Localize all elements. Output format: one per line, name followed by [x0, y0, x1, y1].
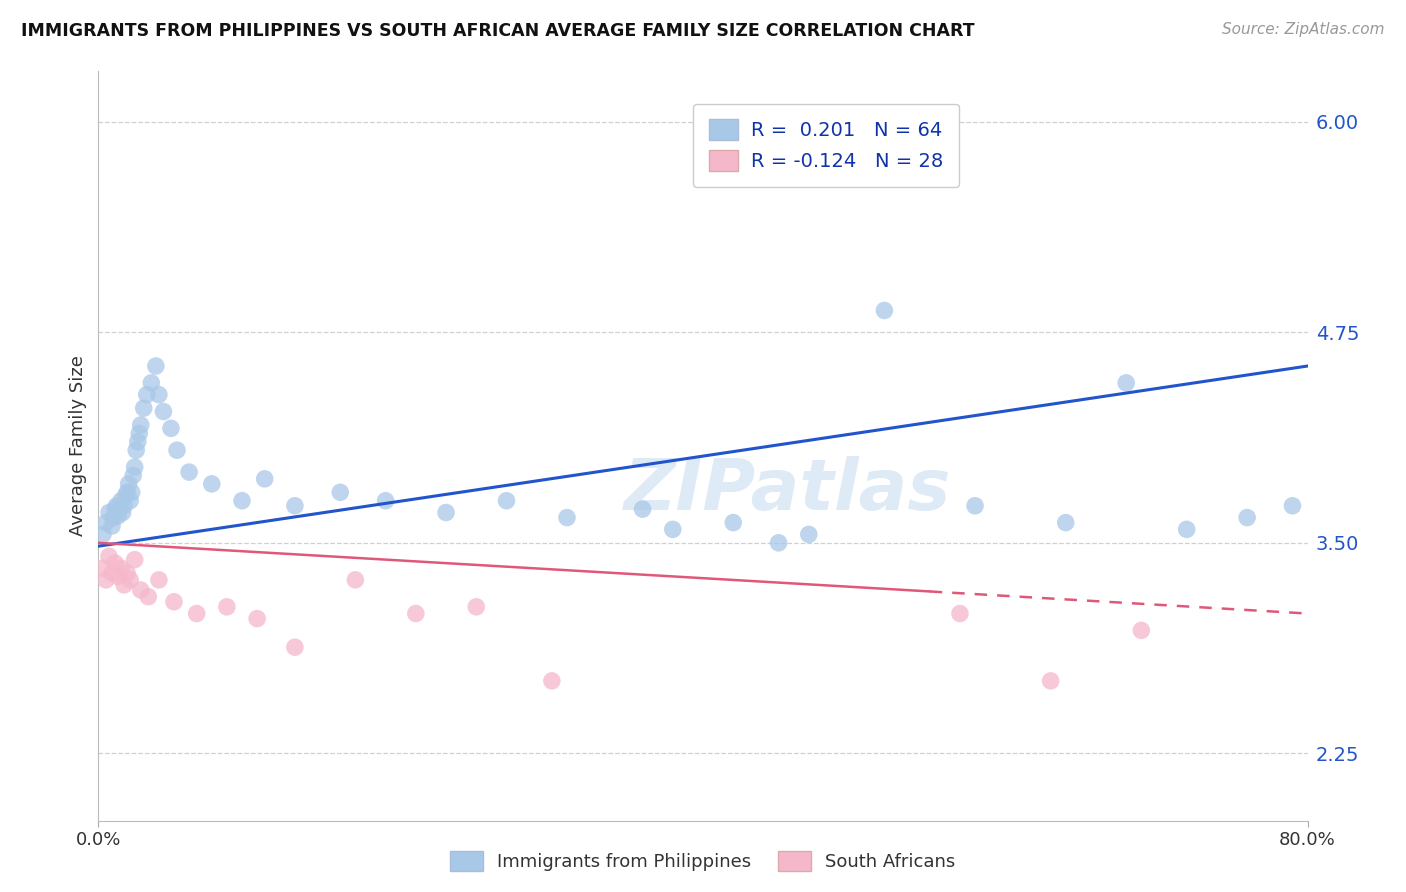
- Point: [873, 303, 896, 318]
- Point: [115, 485, 138, 500]
- Point: [1236, 510, 1258, 524]
- Point: [555, 510, 578, 524]
- Point: [152, 404, 174, 418]
- Point: [124, 552, 146, 566]
- Point: [231, 493, 253, 508]
- Point: [132, 401, 155, 416]
- Text: Source: ZipAtlas.com: Source: ZipAtlas.com: [1222, 22, 1385, 37]
- Point: [540, 673, 562, 688]
- Point: [284, 640, 307, 655]
- Point: [111, 506, 134, 520]
- Point: [136, 590, 159, 604]
- Point: [94, 573, 117, 587]
- Text: IMMIGRANTS FROM PHILIPPINES VS SOUTH AFRICAN AVERAGE FAMILY SIZE CORRELATION CHA: IMMIGRANTS FROM PHILIPPINES VS SOUTH AFR…: [21, 22, 974, 40]
- Point: [145, 359, 167, 373]
- Point: [329, 485, 352, 500]
- Point: [118, 476, 141, 491]
- Point: [201, 476, 224, 491]
- Point: [246, 611, 269, 625]
- Text: ZIPatlas: ZIPatlas: [624, 457, 952, 525]
- Legend: Immigrants from Philippines, South Africans: Immigrants from Philippines, South Afric…: [443, 844, 963, 879]
- Point: [127, 434, 149, 449]
- Point: [374, 493, 396, 508]
- Point: [103, 510, 125, 524]
- Point: [186, 607, 208, 621]
- Point: [1039, 673, 1062, 688]
- Point: [128, 426, 150, 441]
- Point: [129, 417, 152, 432]
- Point: [122, 468, 145, 483]
- Point: [179, 465, 201, 479]
- Point: [104, 556, 127, 570]
- Point: [124, 460, 146, 475]
- Point: [91, 527, 114, 541]
- Point: [1175, 522, 1198, 536]
- Point: [120, 573, 142, 587]
- Point: [495, 493, 517, 508]
- Point: [105, 499, 128, 513]
- Point: [107, 508, 129, 523]
- Point: [125, 443, 148, 458]
- Point: [284, 499, 307, 513]
- Point: [110, 561, 132, 575]
- Point: [94, 516, 117, 530]
- Point: [121, 485, 143, 500]
- Point: [129, 582, 152, 597]
- Point: [965, 499, 987, 513]
- Point: [434, 506, 457, 520]
- Point: [253, 472, 276, 486]
- Point: [661, 522, 683, 536]
- Point: [405, 607, 427, 621]
- Point: [1130, 624, 1153, 638]
- Point: [104, 502, 127, 516]
- Point: [949, 607, 972, 621]
- Point: [723, 516, 745, 530]
- Point: [120, 493, 142, 508]
- Point: [1115, 376, 1137, 390]
- Point: [215, 599, 238, 614]
- Point: [107, 569, 129, 583]
- Y-axis label: Average Family Size: Average Family Size: [69, 356, 87, 536]
- Point: [91, 561, 114, 575]
- Point: [148, 387, 170, 401]
- Point: [114, 489, 136, 503]
- Point: [135, 387, 157, 401]
- Point: [108, 502, 131, 516]
- Point: [631, 502, 654, 516]
- Point: [110, 493, 132, 508]
- Point: [163, 595, 186, 609]
- Point: [141, 376, 163, 390]
- Point: [160, 421, 183, 435]
- Point: [98, 549, 121, 564]
- Legend: R =  0.201   N = 64, R = -0.124   N = 28: R = 0.201 N = 64, R = -0.124 N = 28: [693, 103, 959, 186]
- Point: [465, 599, 488, 614]
- Point: [101, 566, 124, 581]
- Point: [101, 519, 124, 533]
- Point: [797, 527, 820, 541]
- Point: [98, 506, 121, 520]
- Point: [344, 573, 367, 587]
- Point: [112, 499, 135, 513]
- Point: [768, 536, 790, 550]
- Point: [166, 443, 188, 458]
- Point: [1054, 516, 1077, 530]
- Point: [112, 578, 135, 592]
- Point: [1281, 499, 1303, 513]
- Point: [115, 566, 138, 581]
- Point: [148, 573, 170, 587]
